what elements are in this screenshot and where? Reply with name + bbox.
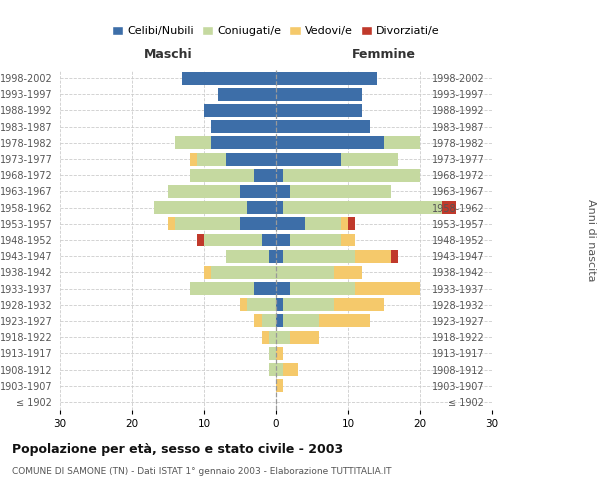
Bar (197, 152, 226, 166)
Bar (211, 136, 276, 149)
Bar (168, 218, 175, 230)
Legend: Celibi/Nubili, Coniugati/e, Vedovi/e, Divorziati/e: Celibi/Nubili, Coniugati/e, Vedovi/e, Di… (108, 21, 444, 40)
Bar (276, 169, 283, 181)
Bar (240, 298, 247, 311)
Bar (204, 266, 211, 279)
Bar (269, 330, 276, 344)
Bar (254, 314, 262, 328)
Bar (276, 234, 290, 246)
Bar (283, 169, 420, 181)
Bar (254, 282, 276, 295)
Bar (276, 88, 362, 101)
Bar (168, 185, 240, 198)
Bar (384, 136, 420, 149)
Bar (283, 363, 298, 376)
Bar (276, 152, 341, 166)
Bar (190, 152, 197, 166)
Bar (276, 363, 283, 376)
Text: Maschi: Maschi (143, 48, 193, 62)
Bar (276, 298, 283, 311)
Bar (276, 120, 370, 133)
Bar (334, 298, 384, 311)
Bar (290, 185, 391, 198)
Bar (262, 330, 269, 344)
Bar (355, 250, 391, 262)
Bar (240, 218, 276, 230)
Bar (204, 234, 262, 246)
Bar (262, 314, 276, 328)
Bar (341, 152, 398, 166)
Bar (211, 120, 276, 133)
Bar (290, 330, 319, 344)
Bar (182, 72, 276, 85)
Bar (290, 234, 341, 246)
Text: Femmine: Femmine (352, 48, 416, 62)
Bar (276, 136, 384, 149)
Bar (276, 266, 334, 279)
Bar (276, 250, 283, 262)
Bar (283, 314, 319, 328)
Bar (254, 169, 276, 181)
Bar (190, 282, 254, 295)
Bar (226, 250, 269, 262)
Bar (226, 152, 276, 166)
Bar (269, 347, 276, 360)
Bar (276, 104, 362, 117)
Bar (290, 282, 355, 295)
Bar (190, 169, 254, 181)
Bar (247, 201, 276, 214)
Bar (276, 218, 305, 230)
Bar (283, 250, 355, 262)
Bar (175, 136, 211, 149)
Bar (355, 282, 420, 295)
Bar (276, 379, 283, 392)
Bar (391, 250, 398, 262)
Bar (276, 314, 283, 328)
Bar (305, 218, 341, 230)
Bar (262, 234, 276, 246)
Bar (276, 72, 377, 85)
Bar (319, 314, 370, 328)
Bar (247, 298, 276, 311)
Bar (276, 185, 290, 198)
Bar (197, 234, 204, 246)
Bar (211, 266, 276, 279)
Bar (269, 363, 276, 376)
Bar (341, 234, 355, 246)
Text: COMUNE DI SAMONE (TN) - Dati ISTAT 1° gennaio 2003 - Elaborazione TUTTITALIA.IT: COMUNE DI SAMONE (TN) - Dati ISTAT 1° ge… (12, 468, 392, 476)
Bar (341, 218, 348, 230)
Bar (283, 201, 442, 214)
Bar (442, 201, 456, 214)
Bar (283, 298, 334, 311)
Text: Popolazione per età, sesso e stato civile - 2003: Popolazione per età, sesso e stato civil… (12, 442, 343, 456)
Bar (154, 201, 247, 214)
Bar (276, 347, 283, 360)
Bar (276, 201, 283, 214)
Bar (348, 218, 355, 230)
Bar (175, 218, 240, 230)
Bar (240, 185, 276, 198)
Bar (204, 104, 276, 117)
Bar (269, 250, 276, 262)
Text: Anni di nascita: Anni di nascita (586, 198, 596, 281)
Bar (218, 88, 276, 101)
Bar (276, 282, 290, 295)
Bar (334, 266, 362, 279)
Bar (276, 330, 290, 344)
